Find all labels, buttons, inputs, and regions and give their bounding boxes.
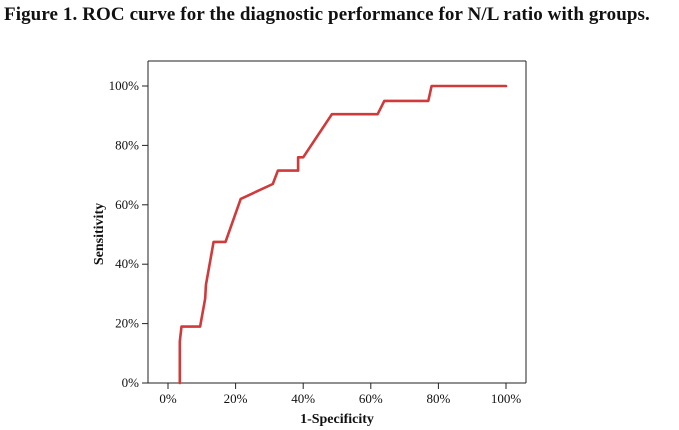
x-tick-label: 0%: [159, 391, 177, 406]
y-tick-label: 100%: [109, 78, 140, 93]
axes: [147, 60, 527, 384]
x-tick-label: 100%: [491, 391, 522, 406]
axis-labels: 1-Specificity Sensitivity: [92, 203, 374, 427]
x-tick-label: 20%: [224, 391, 248, 406]
ticks: 0% 20% 40% 60% 80% 100% 0% 20% 40% 60% 80% 100%: [109, 78, 522, 406]
y-axis-label: Sensitivity: [92, 203, 107, 265]
y-tick-label: 20%: [115, 316, 139, 331]
roc-curve-line: [178, 84, 508, 385]
figure-title: Figure 1. ROC curve for the diagnostic p…: [4, 4, 650, 25]
y-tick-label: 60%: [115, 197, 139, 212]
plot-area: [178, 84, 508, 385]
x-tick-label: 80%: [426, 391, 450, 406]
x-axis-label: 1-Specificity: [300, 412, 374, 427]
x-tick-label: 60%: [359, 391, 383, 406]
y-tick-label: 0%: [122, 375, 140, 390]
x-tick-label: 40%: [291, 391, 315, 406]
y-tick-label: 40%: [115, 256, 139, 271]
y-tick-label: 80%: [115, 137, 139, 152]
